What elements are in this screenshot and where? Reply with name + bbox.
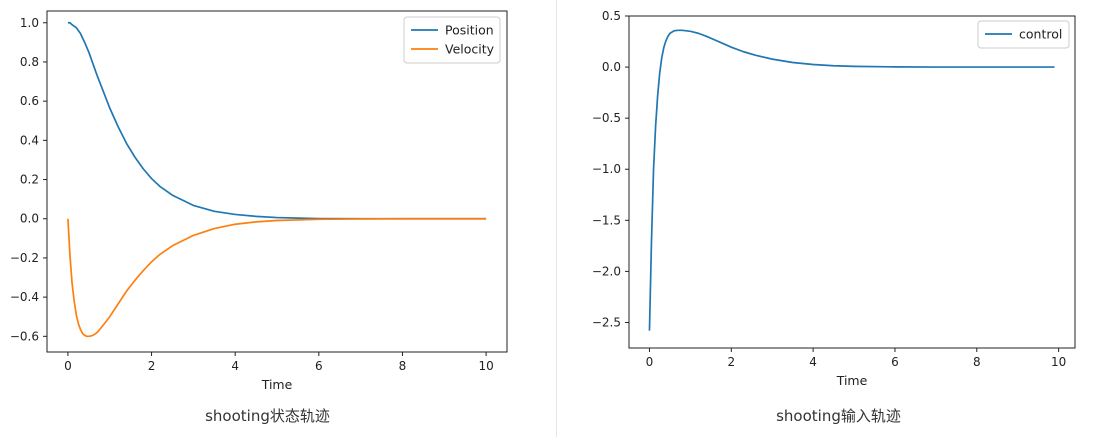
input-y-tick-label: −2.0	[592, 264, 621, 278]
input-y-tick-label: −1.5	[592, 213, 621, 227]
state-trajectory-caption: shooting状态轨迹	[205, 407, 330, 425]
state-y-tick-label: −0.4	[10, 290, 39, 304]
input-y-tick-label: −0.5	[592, 111, 621, 125]
state-series-line-velocity	[67, 217, 487, 338]
state-y-tick-label: 0.4	[20, 133, 39, 147]
input-legend: control	[977, 20, 1070, 49]
state-x-tick-label: 10	[478, 359, 493, 373]
input-y-tick-label: 0.5	[602, 9, 621, 23]
input-trajectory-caption: shooting输入轨迹	[776, 407, 901, 425]
state-y-tick-label: −0.6	[10, 329, 39, 343]
state-legend-box	[403, 16, 501, 64]
input-y-tick-label: −2.5	[592, 315, 621, 329]
input-plot-frame	[628, 15, 1076, 349]
state-x-tick-label: 8	[399, 359, 407, 373]
state-legend: Position Velocity	[403, 16, 501, 64]
input-series-line-control	[648, 29, 1055, 331]
state-y-tick-label: 0.2	[20, 173, 39, 187]
state-x-tick-label: 6	[315, 359, 323, 373]
state-y-tick-label: 1.0	[20, 16, 39, 30]
figure-divider	[556, 0, 557, 437]
input-x-tick-label: 6	[891, 355, 899, 369]
state-x-tick-label: 0	[64, 359, 72, 373]
state-y-tick-label: 0.0	[20, 212, 39, 226]
input-x-tick-label: 4	[809, 355, 817, 369]
state-y-tick-label: −0.2	[10, 251, 39, 265]
input-x-tick-label: 8	[973, 355, 981, 369]
state-y-tick-label: 0.8	[20, 55, 39, 69]
state-trajectory-figure: 0 2 4 6 8 10 −0.6 −0.4 −0.2 0.0 0.2 0.4 0.6 0.8 1.0 Tim…	[10, 10, 508, 392]
state-legend-label: Position	[445, 23, 494, 38]
state-plot-frame	[46, 10, 508, 353]
state-x-tick-label: 4	[231, 359, 239, 373]
input-trajectory-figure: 0 2 4 6 8 10 −2.5 −2.0 −1.5 −1.0 −0.5 0.0 0.5 Time con…	[548, 0, 1095, 437]
state-series-line-position	[67, 21, 487, 220]
input-legend-label: control	[1019, 27, 1062, 42]
state-x-tick-label: 2	[148, 359, 156, 373]
input-x-tick-label: 0	[646, 355, 654, 369]
input-y-tick-label: 0.0	[602, 60, 621, 74]
state-y-tick-label: 0.6	[20, 94, 39, 108]
state-x-axis-label: Time	[261, 377, 293, 392]
input-x-tick-label: 2	[727, 355, 735, 369]
input-y-tick-label: −1.0	[592, 162, 621, 176]
input-x-tick-label: 10	[1051, 355, 1066, 369]
state-trajectory-chart: 0 2 4 6 8 10 −0.6 −0.4 −0.2 0.0 0.2 0.4 0.6 0.8 1.0 Tim…	[10, 10, 508, 392]
input-x-axis-label: Time	[836, 373, 868, 388]
state-legend-label: Velocity	[445, 42, 495, 57]
input-trajectory-chart: 0 2 4 6 8 10 −2.5 −2.0 −1.5 −1.0 −0.5 0.0 0.5 Time con…	[592, 9, 1076, 388]
input-legend-box	[977, 20, 1070, 49]
